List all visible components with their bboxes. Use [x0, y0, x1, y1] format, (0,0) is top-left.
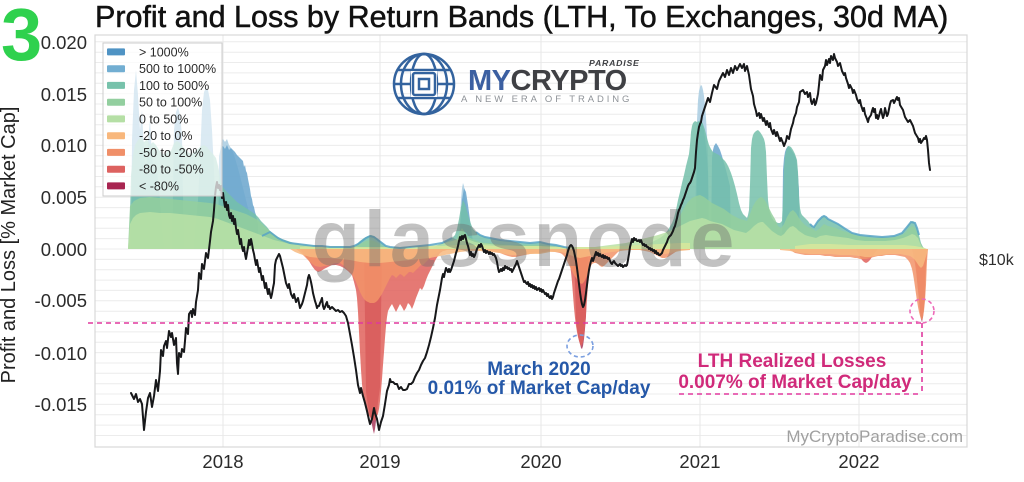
- svg-text:100 to 500%: 100 to 500%: [139, 79, 209, 93]
- svg-text:-20 to 0%: -20 to 0%: [139, 129, 193, 143]
- svg-text:0.000: 0.000: [41, 239, 87, 260]
- svg-text:0.005: 0.005: [41, 187, 87, 208]
- svg-text:3: 3: [1, 0, 42, 76]
- svg-text:-0.005: -0.005: [35, 290, 87, 311]
- svg-text:0.020: 0.020: [41, 32, 87, 53]
- svg-text:< -80%: < -80%: [139, 179, 179, 193]
- svg-text:0.007% of Market Cap/day: 0.007% of Market Cap/day: [678, 372, 912, 393]
- svg-text:-50 to -20%: -50 to -20%: [139, 146, 204, 160]
- svg-text:-0.015: -0.015: [35, 394, 87, 415]
- svg-text:-0.010: -0.010: [35, 343, 87, 364]
- svg-text:-80 to -50%: -80 to -50%: [139, 163, 204, 177]
- svg-text:glassnode: glassnode: [312, 194, 739, 283]
- svg-text:2022: 2022: [838, 451, 879, 472]
- svg-text:50 to 100%: 50 to 100%: [139, 96, 202, 110]
- svg-text:A NEW ERA OF TRADING: A NEW ERA OF TRADING: [461, 94, 632, 105]
- svg-text:0 to 50%: 0 to 50%: [139, 112, 188, 126]
- svg-text:LTH Realized Losses: LTH Realized Losses: [698, 351, 887, 372]
- svg-text:0.01% of Market Cap/day: 0.01% of Market Cap/day: [428, 378, 651, 399]
- svg-text:Profit and Loss [% Market Cap]: Profit and Loss [% Market Cap]: [0, 107, 20, 384]
- svg-text:2020: 2020: [520, 451, 561, 472]
- svg-text:2018: 2018: [202, 451, 243, 472]
- svg-text:March 2020: March 2020: [487, 359, 591, 380]
- svg-text:2019: 2019: [359, 451, 400, 472]
- svg-text:$10k: $10k: [979, 252, 1015, 269]
- svg-text:Profit and Loss by Return Band: Profit and Loss by Return Bands (LTH, To…: [95, 0, 948, 34]
- svg-text:MYCRYPTO: MYCRYPTO: [468, 65, 627, 97]
- svg-text:2021: 2021: [679, 451, 720, 472]
- svg-text:500 to 1000%: 500 to 1000%: [139, 62, 216, 76]
- svg-text:MyCryptoParadise.com: MyCryptoParadise.com: [786, 427, 963, 446]
- svg-text:> 1000%: > 1000%: [139, 45, 189, 59]
- svg-text:0.015: 0.015: [41, 84, 87, 105]
- svg-text:0.010: 0.010: [41, 135, 87, 156]
- svg-text:PARADISE: PARADISE: [589, 58, 640, 68]
